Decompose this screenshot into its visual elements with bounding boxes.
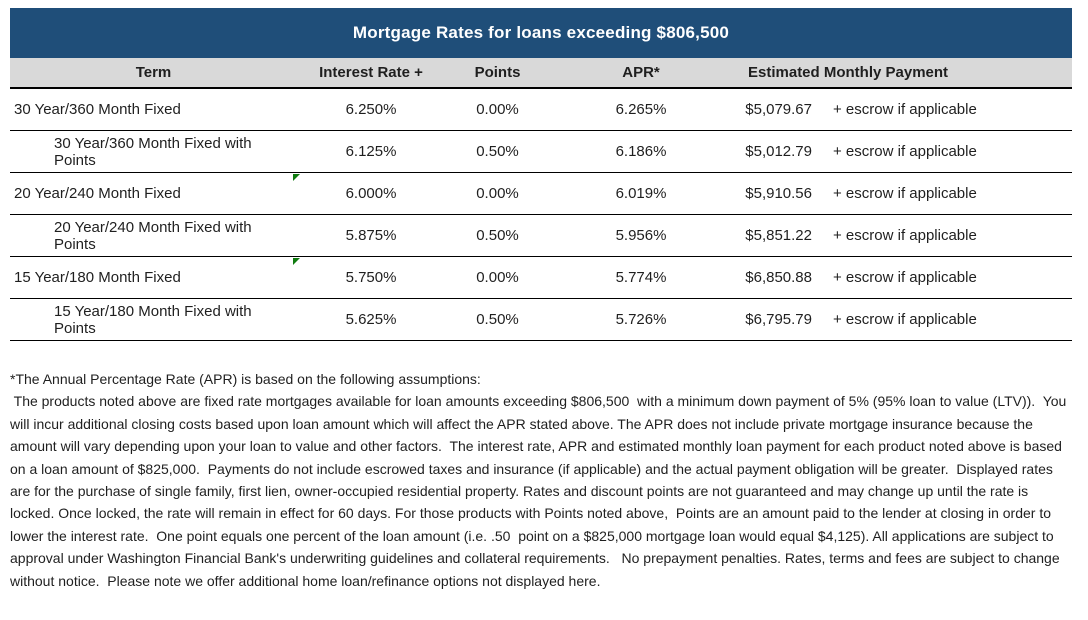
apr-cell: 5.774% xyxy=(615,269,667,286)
points-cell: 0.00% xyxy=(476,185,519,202)
apr-cell: 6.265% xyxy=(615,101,667,118)
term-cell: 15 Year/180 Month Fixed xyxy=(14,269,181,286)
interest-rate-cell: 6.250% xyxy=(345,101,397,118)
apr-disclosure-text: *The Annual Percentage Rate (APR) is bas… xyxy=(10,368,1066,592)
table-row: 20 Year/240 Month Fixed with Points 5.87… xyxy=(10,215,1072,257)
column-header-points: Points xyxy=(474,64,521,81)
apr-cell: 6.186% xyxy=(615,143,667,160)
rates-table: Mortgage Rates for loans exceeding $806,… xyxy=(10,8,1072,341)
disclosure-line: without notice. Please note we offer add… xyxy=(10,572,601,589)
disclosure-line: *The Annual Percentage Rate (APR) is bas… xyxy=(10,371,481,387)
interest-rate-cell: 5.625% xyxy=(345,311,397,328)
payment-cell: $6,850.88 + escrow if applicable xyxy=(732,269,1072,286)
table-title: Mortgage Rates for loans exceeding $806,… xyxy=(10,8,1072,58)
interest-rate-cell: 6.000% xyxy=(345,185,397,202)
points-cell: 0.50% xyxy=(476,227,519,244)
payment-amount: $5,012.79 xyxy=(745,143,812,160)
payment-cell: $5,910.56 + escrow if applicable xyxy=(732,185,1072,202)
table-row: 20 Year/240 Month Fixed 6.000% 0.00% 6.0… xyxy=(10,173,1072,215)
points-cell: 0.00% xyxy=(476,269,519,286)
term-cell: 20 Year/240 Month Fixed with Points xyxy=(54,218,252,253)
column-header-term: Term xyxy=(135,64,172,81)
table-row: 30 Year/360 Month Fixed 6.250% 0.00% 6.2… xyxy=(10,89,1072,131)
term-cell: 30 Year/360 Month Fixed xyxy=(14,101,181,118)
payment-amount: $6,850.88 xyxy=(745,269,812,286)
escrow-note: + escrow if applicable xyxy=(833,269,977,286)
payment-cell: $5,012.79 + escrow if applicable xyxy=(732,143,1072,160)
interest-rate-cell: 6.125% xyxy=(345,143,397,160)
table-column-headers: Term Interest Rate + Points APR* Estimat… xyxy=(10,58,1072,89)
escrow-note: + escrow if applicable xyxy=(833,143,977,160)
term-cell: 20 Year/240 Month Fixed xyxy=(14,185,181,202)
term-cell: 15 Year/180 Month Fixed with Points xyxy=(54,302,252,337)
points-cell: 0.50% xyxy=(476,311,519,328)
table-row: 15 Year/180 Month Fixed with Points 5.62… xyxy=(10,299,1072,341)
escrow-note: + escrow if applicable xyxy=(833,227,977,244)
interest-rate-cell: 5.875% xyxy=(345,227,397,244)
table-body: 30 Year/360 Month Fixed 6.250% 0.00% 6.2… xyxy=(10,89,1072,341)
term-cell: 30 Year/360 Month Fixed with Points xyxy=(54,134,252,169)
cell-error-indicator-icon xyxy=(293,174,300,181)
escrow-note: + escrow if applicable xyxy=(833,101,977,118)
disclosure-line: amount will vary depending upon your loa… xyxy=(10,438,1062,455)
disclosure-line: will incur additional closing costs base… xyxy=(10,415,1033,432)
payment-cell: $5,851.22 + escrow if applicable xyxy=(732,227,1072,244)
payment-amount: $6,795.79 xyxy=(745,311,812,328)
disclosure-line: are for the purchase of single family, f… xyxy=(10,483,1029,500)
payment-cell: $5,079.67 + escrow if applicable xyxy=(732,101,1072,118)
disclosure-line: lower the interest rate. One point equal… xyxy=(10,527,1054,544)
points-cell: 0.00% xyxy=(476,101,519,118)
escrow-note: + escrow if applicable xyxy=(833,185,977,202)
disclosure-line: locked. Once locked, the rate will remai… xyxy=(10,505,1051,522)
payment-amount: $5,851.22 xyxy=(745,227,812,244)
apr-cell: 5.726% xyxy=(615,311,667,328)
table-row: 15 Year/180 Month Fixed 5.750% 0.00% 5.7… xyxy=(10,257,1072,299)
payment-amount: $5,079.67 xyxy=(745,101,812,118)
cell-error-indicator-icon xyxy=(293,258,300,265)
column-header-estimated-payment: Estimated Monthly Payment xyxy=(748,64,949,81)
column-header-apr: APR* xyxy=(622,64,660,81)
interest-rate-cell: 5.750% xyxy=(345,269,397,286)
payment-amount: $5,910.56 xyxy=(745,185,812,202)
table-row: 30 Year/360 Month Fixed with Points 6.12… xyxy=(10,131,1072,173)
escrow-note: + escrow if applicable xyxy=(833,311,977,328)
apr-cell: 5.956% xyxy=(615,227,667,244)
points-cell: 0.50% xyxy=(476,143,519,160)
column-header-interest-rate: Interest Rate + xyxy=(319,64,423,81)
disclosure-line: approval under Washington Financial Bank… xyxy=(10,550,1060,567)
disclosure-line: on a loan amount of $825,000. Payments d… xyxy=(10,460,1053,477)
payment-cell: $6,795.79 + escrow if applicable xyxy=(732,311,1072,328)
apr-cell: 6.019% xyxy=(615,185,667,202)
disclosure-line: The products noted above are fixed rate … xyxy=(10,393,1067,410)
